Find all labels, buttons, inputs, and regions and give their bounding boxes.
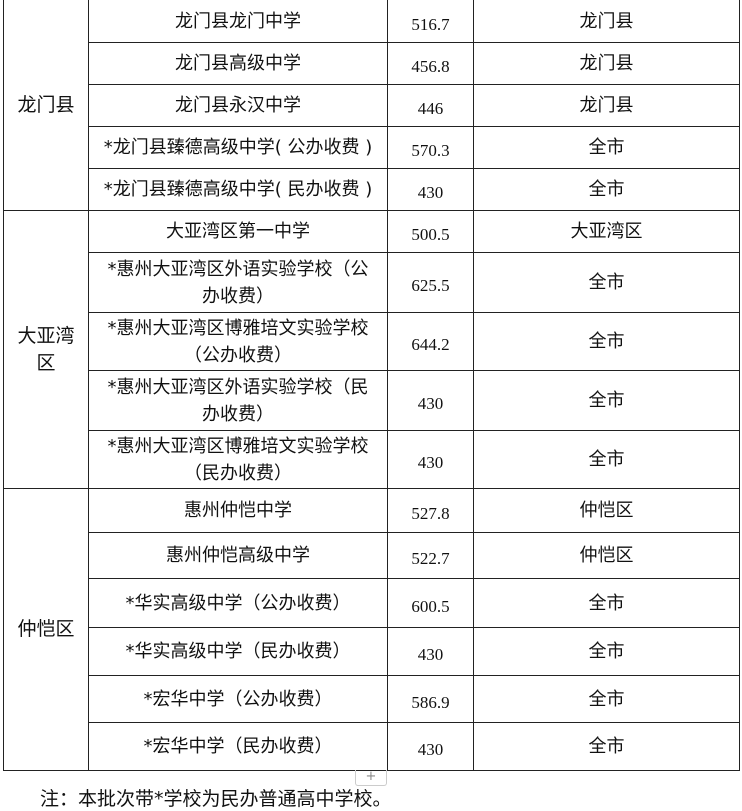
school-cell: 龙门县高级中学 (88, 42, 388, 85)
table-row: 龙门县永汉中学 446 龙门县 (4, 84, 740, 127)
table-row: 仲恺区 惠州仲恺中学 527.8 仲恺区 (3, 488, 740, 771)
table-row: *宏华中学（公办收费） 586.9 全市 (4, 675, 740, 723)
school-cell: *宏华中学（公办收费） (88, 675, 388, 723)
score-cell: 522.7 (387, 532, 474, 579)
score-cell: 644.2 (387, 312, 474, 371)
table-row: *龙门县臻德高级中学( 公办收费 ) 570.3 全市 (4, 126, 740, 169)
district-cell: 龙门县 (3, 0, 89, 211)
table-row: *惠州大亚湾区博雅培文实验学校（公办收费） 644.2 全市 (4, 312, 740, 371)
school-cell: *惠州大亚湾区博雅培文实验学校（民办收费） (88, 430, 388, 489)
area-cell: 全市 (473, 430, 740, 489)
school-cell: *龙门县臻德高级中学( 公办收费 ) (88, 126, 388, 169)
score-cell: 500.5 (387, 210, 474, 253)
area-cell: 仲恺区 (473, 532, 740, 579)
admission-score-table: 龙门县 龙门县龙门中学 516.7 龙门县 龙门县高级中学 456.8 龙门县 龙门县永汉中学… (3, 0, 740, 771)
table-row: 龙门县高级中学 456.8 龙门县 (4, 42, 740, 85)
school-cell: 龙门县龙门中学 (88, 0, 388, 43)
school-cell: 龙门县永汉中学 (88, 84, 388, 127)
footnote: 注：本批次带*学校为民办普通高中学校。 (40, 788, 392, 810)
table-row: 惠州仲恺高级中学 522.7 仲恺区 (4, 532, 740, 579)
table-row: *华实高级中学（公办收费） 600.5 全市 (4, 578, 740, 628)
table-row: *龙门县臻德高级中学( 民办收费 ) 430 全市 (4, 168, 740, 211)
school-cell: *龙门县臻德高级中学( 民办收费 ) (88, 168, 388, 211)
table-row: *惠州大亚湾区博雅培文实验学校（民办收费） 430 全市 (4, 430, 740, 489)
school-cell: *华实高级中学（民办收费） (88, 627, 388, 676)
score-cell: 430 (387, 430, 474, 489)
school-cell: *惠州大亚湾区外语实验学校（公办收费） (88, 252, 388, 313)
score-cell: 446 (387, 84, 474, 127)
school-cell: 惠州仲恺中学 (88, 488, 388, 533)
score-cell: 527.8 (387, 488, 474, 533)
area-cell: 全市 (473, 252, 740, 313)
district-cell: 大亚湾区 (3, 210, 89, 489)
area-cell: 全市 (473, 168, 740, 211)
area-cell: 全市 (473, 627, 740, 676)
school-cell: *宏华中学（民办收费） (88, 722, 388, 771)
school-cell: 惠州仲恺高级中学 (88, 532, 388, 579)
table-row: *惠州大亚湾区外语实验学校（公办收费） 625.5 全市 (4, 252, 740, 313)
score-cell: 625.5 (387, 252, 474, 313)
area-cell: 龙门县 (473, 84, 740, 127)
table-row: 大亚湾区 大亚湾区第一中学 500.5 大亚湾区 (3, 210, 740, 489)
score-cell: 516.7 (387, 0, 474, 43)
score-cell: 570.3 (387, 126, 474, 169)
area-cell: 龙门县 (473, 0, 740, 43)
score-cell: 456.8 (387, 42, 474, 85)
table-row: *华实高级中学（民办收费） 430 全市 (4, 627, 740, 676)
district-cell: 仲恺区 (3, 488, 89, 771)
score-cell: 430 (387, 722, 474, 771)
score-cell: 430 (387, 627, 474, 676)
area-cell: 龙门县 (473, 42, 740, 85)
area-cell: 全市 (473, 370, 740, 431)
table-row: *宏华中学（民办收费） 430 全市 (4, 722, 740, 771)
score-cell: 586.9 (387, 675, 474, 723)
area-cell: 大亚湾区 (473, 210, 740, 253)
area-cell: 全市 (473, 722, 740, 771)
school-cell: 大亚湾区第一中学 (88, 210, 388, 253)
area-cell: 全市 (473, 578, 740, 628)
add-row-button[interactable]: + (355, 770, 387, 786)
school-cell: *惠州大亚湾区博雅培文实验学校（公办收费） (88, 312, 388, 371)
school-cell: *华实高级中学（公办收费） (88, 578, 388, 628)
score-cell: 600.5 (387, 578, 474, 628)
area-cell: 仲恺区 (473, 488, 740, 533)
table-row: 龙门县 龙门县龙门中学 516.7 龙门县 (3, 0, 740, 211)
score-cell: 430 (387, 370, 474, 431)
area-cell: 全市 (473, 312, 740, 371)
area-cell: 全市 (473, 675, 740, 723)
score-cell: 430 (387, 168, 474, 211)
area-cell: 全市 (473, 126, 740, 169)
table-row: *惠州大亚湾区外语实验学校（民办收费） 430 全市 (4, 370, 740, 431)
school-cell: *惠州大亚湾区外语实验学校（民办收费） (88, 370, 388, 431)
